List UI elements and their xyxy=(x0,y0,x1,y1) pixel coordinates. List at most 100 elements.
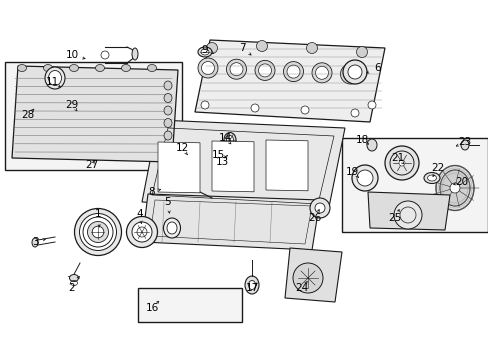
Circle shape xyxy=(283,62,303,82)
Circle shape xyxy=(201,101,208,109)
Ellipse shape xyxy=(460,140,468,150)
Circle shape xyxy=(254,60,274,80)
Text: 20: 20 xyxy=(454,177,468,187)
Text: 29: 29 xyxy=(65,100,79,110)
Circle shape xyxy=(449,183,459,193)
Text: 18: 18 xyxy=(355,135,368,145)
Circle shape xyxy=(314,203,325,213)
Circle shape xyxy=(80,213,116,251)
Circle shape xyxy=(206,42,217,54)
Ellipse shape xyxy=(18,64,26,72)
Text: 22: 22 xyxy=(430,163,444,173)
Text: 15: 15 xyxy=(211,150,224,160)
Polygon shape xyxy=(158,142,200,193)
Bar xyxy=(341,138,487,232)
Ellipse shape xyxy=(121,64,130,72)
Circle shape xyxy=(393,201,421,229)
Circle shape xyxy=(250,104,259,112)
Text: 6: 6 xyxy=(374,63,381,73)
Ellipse shape xyxy=(435,166,473,211)
Text: 4: 4 xyxy=(137,209,143,219)
Ellipse shape xyxy=(163,106,172,115)
Ellipse shape xyxy=(198,47,212,57)
Text: 21: 21 xyxy=(390,153,404,163)
Text: 25: 25 xyxy=(387,213,401,223)
Polygon shape xyxy=(265,140,307,191)
Text: 7: 7 xyxy=(238,43,245,53)
Ellipse shape xyxy=(43,64,52,72)
Circle shape xyxy=(309,198,329,218)
Polygon shape xyxy=(212,141,253,192)
Text: 12: 12 xyxy=(175,143,188,153)
Text: 13: 13 xyxy=(215,157,228,167)
Circle shape xyxy=(301,106,308,114)
Text: 26: 26 xyxy=(308,213,321,223)
Circle shape xyxy=(340,64,360,84)
Circle shape xyxy=(343,68,356,81)
Text: 19: 19 xyxy=(345,167,358,177)
Polygon shape xyxy=(195,40,384,122)
Text: 17: 17 xyxy=(245,283,258,293)
Ellipse shape xyxy=(427,175,436,181)
Ellipse shape xyxy=(224,132,236,148)
Text: 8: 8 xyxy=(148,187,155,197)
Circle shape xyxy=(384,146,418,180)
Text: 23: 23 xyxy=(457,137,470,147)
Circle shape xyxy=(258,64,271,77)
Circle shape xyxy=(87,221,108,243)
Circle shape xyxy=(350,109,358,117)
Circle shape xyxy=(351,165,377,191)
Ellipse shape xyxy=(163,94,172,103)
Ellipse shape xyxy=(163,218,180,238)
Circle shape xyxy=(201,62,214,75)
Text: 10: 10 xyxy=(65,50,79,60)
Polygon shape xyxy=(367,192,449,230)
Circle shape xyxy=(126,216,157,248)
Circle shape xyxy=(315,66,328,79)
Text: 5: 5 xyxy=(164,197,171,207)
Text: 3: 3 xyxy=(32,237,38,247)
Circle shape xyxy=(229,63,243,76)
Circle shape xyxy=(342,60,366,84)
Ellipse shape xyxy=(32,238,38,247)
Circle shape xyxy=(225,154,234,162)
Circle shape xyxy=(356,46,367,58)
Ellipse shape xyxy=(48,71,61,85)
Ellipse shape xyxy=(366,139,376,151)
Ellipse shape xyxy=(163,81,172,90)
Circle shape xyxy=(306,42,317,54)
Text: 1: 1 xyxy=(95,209,101,219)
Ellipse shape xyxy=(163,144,172,153)
Ellipse shape xyxy=(226,135,233,144)
Text: 2: 2 xyxy=(68,283,75,293)
Circle shape xyxy=(292,263,323,293)
Circle shape xyxy=(398,160,404,166)
Circle shape xyxy=(132,222,152,242)
Circle shape xyxy=(356,170,372,186)
Ellipse shape xyxy=(163,131,172,140)
Polygon shape xyxy=(142,120,345,212)
Text: 27: 27 xyxy=(85,160,99,170)
Circle shape xyxy=(74,208,121,256)
Circle shape xyxy=(286,65,299,78)
Text: 14: 14 xyxy=(218,133,231,143)
Ellipse shape xyxy=(248,280,255,289)
Ellipse shape xyxy=(423,172,439,184)
Circle shape xyxy=(92,226,103,238)
Ellipse shape xyxy=(147,64,156,72)
Polygon shape xyxy=(285,248,341,302)
Circle shape xyxy=(101,51,109,59)
Ellipse shape xyxy=(439,170,469,206)
Circle shape xyxy=(198,58,218,78)
Ellipse shape xyxy=(167,222,177,234)
Ellipse shape xyxy=(132,48,138,60)
Ellipse shape xyxy=(201,49,208,55)
Bar xyxy=(5,62,182,170)
Polygon shape xyxy=(142,194,319,250)
Ellipse shape xyxy=(69,274,79,282)
Circle shape xyxy=(256,40,267,51)
Ellipse shape xyxy=(95,64,104,72)
Text: 9: 9 xyxy=(201,45,208,55)
Circle shape xyxy=(347,65,361,79)
Polygon shape xyxy=(12,66,178,162)
